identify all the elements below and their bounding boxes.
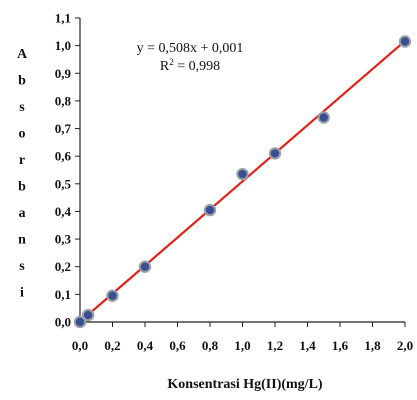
data-point <box>138 260 152 273</box>
trendline-equation: y = 0,508x + 0,001 <box>137 41 244 56</box>
y-axis-label-letter: s <box>19 259 25 274</box>
data-point <box>73 315 87 329</box>
y-tick-label: 0,4 <box>55 204 72 219</box>
y-tick-label: 0,3 <box>55 232 72 247</box>
y-tick-label: 0,9 <box>55 66 72 81</box>
r-squared-exponent: 2 <box>169 57 174 67</box>
x-tick-label: 0,4 <box>137 338 154 353</box>
x-axis-label: Konsentrasi Hg(II)(mg/L) <box>167 377 323 392</box>
trendline <box>79 40 406 323</box>
data-point <box>317 111 330 124</box>
y-axis-label-letter: A <box>17 47 28 62</box>
x-tick-label: 0,2 <box>104 338 120 353</box>
r-squared: R2 = 0,998 <box>160 57 220 74</box>
r-squared-value: = 0,998 <box>174 59 220 74</box>
x-tick-label: 1,6 <box>332 338 349 353</box>
y-axis-label-letter: s <box>19 100 25 115</box>
x-tick-label: 1,4 <box>299 338 316 353</box>
y-tick-label: 0,2 <box>55 259 71 274</box>
y-axis-label-letter: r <box>19 153 25 168</box>
y-tick-label: 0,1 <box>55 287 71 302</box>
x-tick-label: 2,0 <box>397 338 413 353</box>
y-axis-label-letter: b <box>18 74 26 89</box>
x-tick-label: 0,6 <box>169 338 186 353</box>
y-axis-label-letter: b <box>18 180 26 195</box>
y-tick-label: 0,0 <box>55 315 71 330</box>
data-point <box>268 147 282 160</box>
data-point <box>236 167 249 181</box>
y-tick-label: 1,1 <box>55 11 71 26</box>
x-tick-label: 1,0 <box>234 338 250 353</box>
y-axis-label-letter: i <box>20 286 24 301</box>
y-tick-label: 0,8 <box>55 93 72 108</box>
y-tick-label: 0,5 <box>55 176 72 191</box>
y-tick-label: 0,6 <box>55 149 72 164</box>
y-tick-label: 1,0 <box>55 38 71 53</box>
data-point <box>81 308 95 322</box>
x-tick-label: 0,8 <box>202 338 219 353</box>
x-tick-label: 1,8 <box>364 338 381 353</box>
y-axis-label-letter: o <box>19 127 26 142</box>
trendline-path <box>79 40 406 323</box>
x-tick-label: 0,0 <box>72 338 88 353</box>
data-point <box>203 203 217 217</box>
y-axis-label-letter: a <box>19 206 26 221</box>
y-axis-label-letter: n <box>18 233 26 248</box>
data-points <box>73 35 412 329</box>
y-tick-label: 0,7 <box>55 121 72 136</box>
r-squared-prefix: R <box>160 59 170 74</box>
data-point <box>106 289 119 302</box>
x-tick-label: 1,2 <box>267 338 283 353</box>
data-point <box>398 35 412 48</box>
ticks: 0,0 0,2 0,4 0,6 0,8 1,0 1,2 1,4 1,6 1,8 2,0 0,0 0,1 0… <box>55 11 413 354</box>
